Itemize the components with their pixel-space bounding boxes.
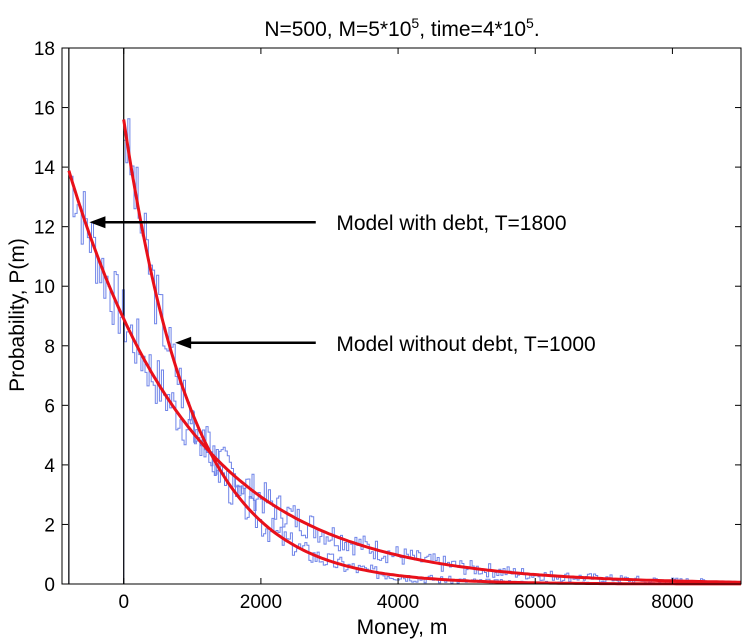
annotations-layer: Model with debt, T=1800 Model without deb… bbox=[89, 212, 596, 356]
y-tick-label-12: 12 bbox=[34, 218, 55, 239]
y-tick-label-0: 0 bbox=[44, 575, 55, 596]
y-tick-label-10: 10 bbox=[34, 277, 55, 298]
plot-area-frame bbox=[61, 47, 742, 585]
histogram-bars-1 bbox=[68, 174, 741, 585]
y-tick-label-6: 6 bbox=[44, 396, 55, 417]
x-tick-label-4000: 4000 bbox=[377, 592, 419, 613]
x-axis-label: Money, m bbox=[357, 616, 448, 639]
title-part-1: N=500, M=5*10 bbox=[264, 18, 411, 41]
y-tick-label-8: 8 bbox=[44, 337, 55, 358]
title-exponent-1: 5 bbox=[411, 15, 419, 31]
annotation-label-2: Model without debt, T=1000 bbox=[336, 333, 595, 356]
x-tick-label-0: 0 bbox=[118, 592, 129, 613]
annotation-arrow-head-2 bbox=[175, 336, 192, 349]
annotation-label-1: Model with debt, T=1800 bbox=[336, 212, 566, 235]
fit-curve-1 bbox=[67, 170, 741, 584]
y-tick-label-4: 4 bbox=[44, 456, 55, 477]
x-tick-label-2000: 2000 bbox=[240, 592, 282, 613]
title-exponent-2: 5 bbox=[526, 15, 534, 31]
ticks-layer: 0 2000 4000 6000 8000 0 2 4 6 8 10 12 14 16 18 bbox=[34, 39, 741, 613]
x-tick-label-8000: 8000 bbox=[651, 592, 693, 613]
y-tick-label-14: 14 bbox=[34, 158, 56, 179]
x-tick-label-6000: 6000 bbox=[514, 592, 556, 613]
title-part-2: , time=4*10 bbox=[419, 18, 526, 41]
y-tick-label-18: 18 bbox=[34, 39, 55, 60]
chart-title: N=500, M=5*105, time=4*105. bbox=[264, 15, 539, 41]
y-tick-label-2: 2 bbox=[44, 515, 55, 536]
y-axis-label: Probability, P(m) bbox=[6, 238, 29, 392]
y-tick-label-16: 16 bbox=[34, 99, 55, 120]
title-part-3: . bbox=[534, 18, 540, 41]
annotation-arrow-head-1 bbox=[89, 216, 106, 229]
